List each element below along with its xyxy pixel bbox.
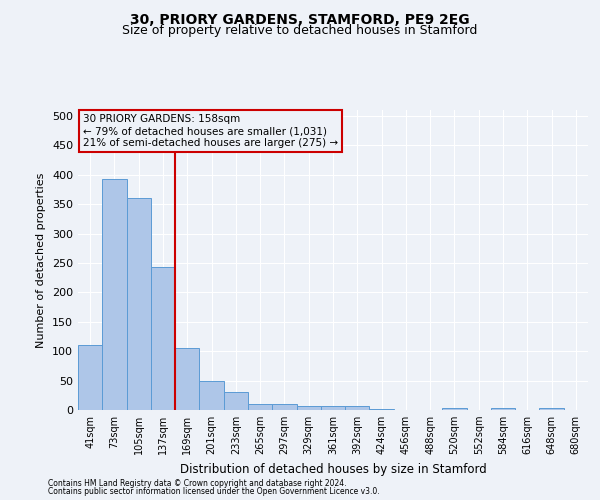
Bar: [442, 408, 467, 410]
Bar: [102, 179, 127, 410]
Bar: [151, 267, 175, 410]
Bar: [199, 380, 224, 410]
Text: 30, PRIORY GARDENS, STAMFORD, PE9 2EG: 30, PRIORY GARDENS, STAMFORD, PE9 2EG: [130, 12, 470, 26]
Bar: [272, 404, 296, 410]
Bar: [224, 392, 248, 410]
Text: Contains public sector information licensed under the Open Government Licence v3: Contains public sector information licen…: [48, 487, 380, 496]
Bar: [345, 406, 370, 410]
Bar: [321, 406, 345, 410]
Y-axis label: Number of detached properties: Number of detached properties: [37, 172, 46, 348]
Bar: [248, 404, 272, 410]
Bar: [370, 409, 394, 410]
Text: 30 PRIORY GARDENS: 158sqm
← 79% of detached houses are smaller (1,031)
21% of se: 30 PRIORY GARDENS: 158sqm ← 79% of detac…: [83, 114, 338, 148]
Text: Contains HM Land Registry data © Crown copyright and database right 2024.: Contains HM Land Registry data © Crown c…: [48, 478, 347, 488]
Text: Size of property relative to detached houses in Stamford: Size of property relative to detached ho…: [122, 24, 478, 37]
Bar: [127, 198, 151, 410]
Bar: [78, 346, 102, 410]
Bar: [175, 348, 199, 410]
Bar: [491, 408, 515, 410]
Bar: [539, 408, 564, 410]
X-axis label: Distribution of detached houses by size in Stamford: Distribution of detached houses by size …: [179, 462, 487, 475]
Bar: [296, 406, 321, 410]
